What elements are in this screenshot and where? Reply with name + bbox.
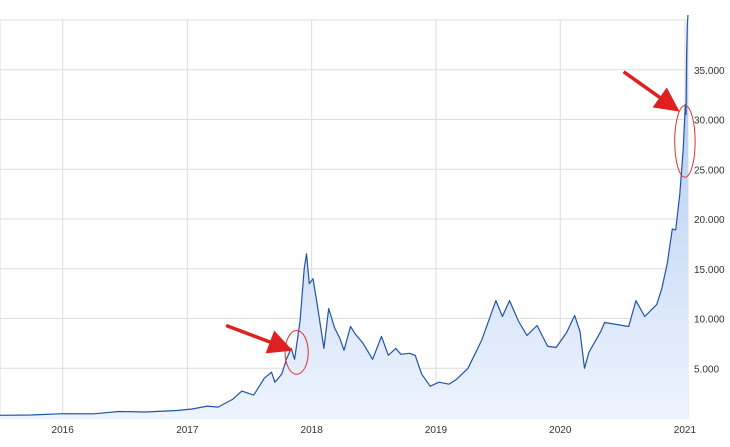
highlight-circle <box>674 105 696 178</box>
x-tick-label: 2016 <box>52 425 75 436</box>
price-series-line <box>0 14 689 416</box>
area-layer <box>0 14 689 418</box>
x-tick-label: 2020 <box>549 425 572 436</box>
red-arrow <box>225 323 293 354</box>
annotation-layer <box>225 70 696 375</box>
y-tick-label: 15.000 <box>694 265 725 276</box>
y-tick-label: 20.000 <box>694 215 725 226</box>
y-tick-label: 35.000 <box>694 66 725 77</box>
red-arrow <box>622 70 680 112</box>
x-tick-label: 2017 <box>176 425 199 436</box>
y-tick-label: 5.000 <box>694 364 719 375</box>
axis-layer: 5.000 10.000 15.000 20.000 25.000 30.000 35.00… <box>52 66 725 436</box>
y-tick-label: 30.000 <box>694 116 725 127</box>
x-tick-label: 2021 <box>674 425 697 436</box>
price-area-fill <box>0 15 688 418</box>
y-tick-label: 25.000 <box>694 165 725 176</box>
y-tick-label: 10.000 <box>694 315 725 326</box>
x-tick-label: 2019 <box>425 425 448 436</box>
x-tick-label: 2018 <box>301 425 324 436</box>
